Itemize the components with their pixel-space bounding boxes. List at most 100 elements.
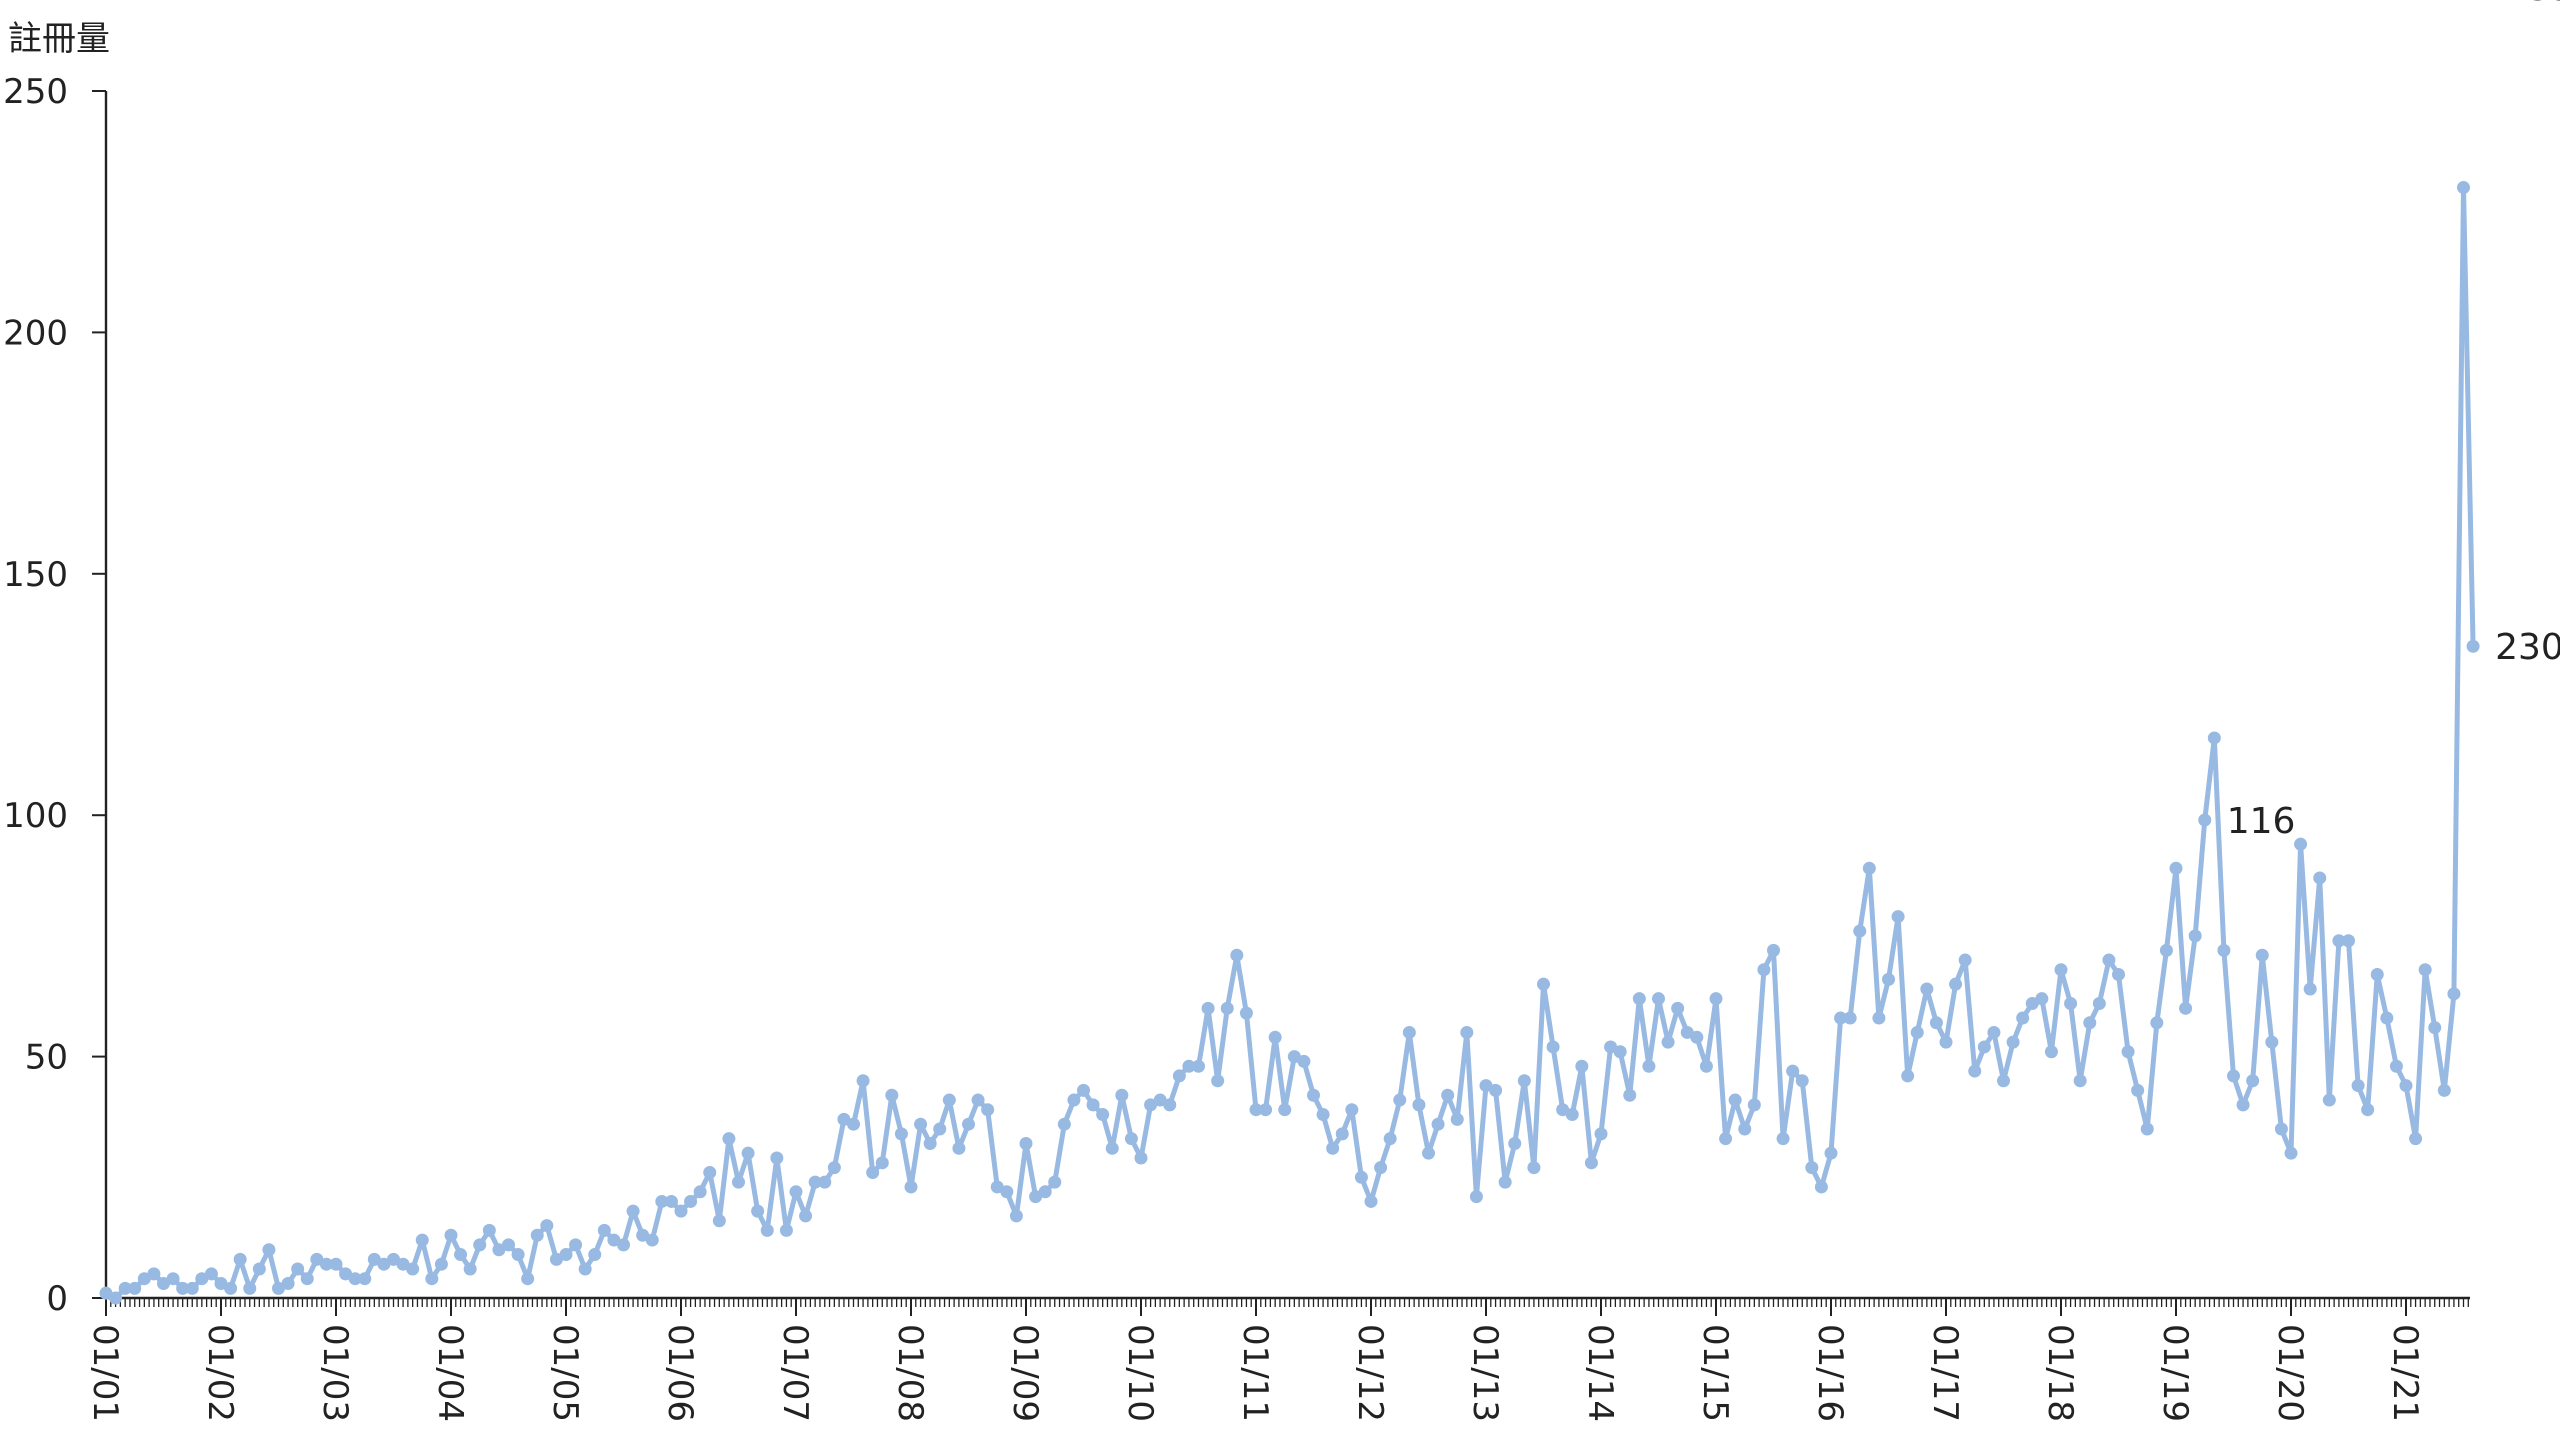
data-point bbox=[2466, 639, 2480, 653]
data-point bbox=[1680, 1025, 1694, 1039]
y-tick-label: 0 bbox=[46, 1279, 68, 1319]
data-point bbox=[1489, 1083, 1503, 1097]
data-point bbox=[281, 1277, 295, 1291]
data-point bbox=[1642, 1059, 1656, 1073]
data-point bbox=[1575, 1059, 1589, 1073]
data-point bbox=[2016, 1011, 2030, 1025]
data-point bbox=[1556, 1103, 1570, 1117]
data-point bbox=[1508, 1137, 1522, 1151]
data-point bbox=[933, 1122, 947, 1136]
data-point bbox=[1604, 1040, 1618, 1054]
data-point bbox=[1220, 1001, 1234, 1015]
data-point bbox=[396, 1257, 410, 1271]
data-point bbox=[252, 1262, 266, 1276]
data-point bbox=[923, 1137, 937, 1151]
data-point bbox=[1527, 1161, 1541, 1175]
data-point bbox=[1374, 1161, 1388, 1175]
data-point bbox=[2083, 1016, 2097, 1030]
data-point bbox=[2179, 1001, 2193, 1015]
data-point bbox=[2112, 968, 2125, 982]
data-point bbox=[1383, 1132, 1397, 1146]
data-point bbox=[1000, 1185, 1014, 1199]
data-point bbox=[1460, 1025, 1474, 1039]
data-point bbox=[1671, 1001, 1685, 1015]
data-point bbox=[1441, 1088, 1455, 1102]
data-point bbox=[1834, 1011, 1848, 1025]
x-tick-label: 01/07 bbox=[775, 1324, 815, 1422]
data-point bbox=[224, 1281, 238, 1295]
data-point bbox=[789, 1185, 803, 1199]
data-point bbox=[473, 1238, 487, 1252]
data-point bbox=[444, 1228, 458, 1242]
data-point bbox=[2044, 1045, 2058, 1059]
data-point bbox=[540, 1219, 554, 1233]
data-point bbox=[2361, 1103, 2375, 1117]
data-point bbox=[636, 1228, 650, 1242]
data-point bbox=[1843, 1011, 1857, 1025]
data-point bbox=[1144, 1098, 1158, 1112]
series-line bbox=[103, 185, 2476, 1301]
data-point bbox=[530, 1228, 544, 1242]
data-point bbox=[2198, 813, 2212, 827]
x-tick-label: 01/06 bbox=[660, 1324, 700, 1422]
data-point bbox=[1479, 1079, 1493, 1093]
x-axis: 01/01 01/02 01/03 01/04 01/05 01/06 01/07 01/08… bbox=[85, 1296, 2470, 1422]
data-point bbox=[1105, 1141, 1119, 1155]
data-point bbox=[597, 1223, 611, 1237]
data-point bbox=[914, 1117, 928, 1131]
data-point bbox=[760, 1223, 774, 1237]
data-point bbox=[2255, 948, 2269, 962]
data-point bbox=[2322, 1093, 2336, 1107]
data-point bbox=[1767, 943, 1780, 957]
x-tick-label: 01/03 bbox=[315, 1324, 355, 1422]
data-point bbox=[1077, 1083, 1090, 1097]
data-point bbox=[2121, 1045, 2135, 1059]
data-point bbox=[128, 1281, 142, 1295]
data-point bbox=[799, 1209, 813, 1223]
data-point bbox=[2274, 1122, 2288, 1136]
series-layer bbox=[99, 181, 2480, 1305]
data-point bbox=[1623, 1088, 1637, 1102]
data-point bbox=[2418, 963, 2432, 977]
data-point bbox=[1939, 1035, 1953, 1049]
data-point bbox=[1172, 1069, 1186, 1083]
data-point bbox=[1134, 1151, 1148, 1165]
data-point bbox=[1594, 1127, 1608, 1141]
data-point bbox=[377, 1257, 391, 1271]
x-tick-label: 01/15 bbox=[1695, 1324, 1735, 1422]
data-point bbox=[1652, 992, 1665, 1006]
data-point bbox=[827, 1161, 841, 1175]
data-point bbox=[415, 1233, 429, 1247]
data-point bbox=[1354, 1170, 1368, 1184]
data-point bbox=[1565, 1108, 1579, 1122]
y-tick-label: 100 bbox=[3, 796, 68, 836]
data-point bbox=[578, 1262, 592, 1276]
x-tick-label: 01/02 bbox=[200, 1324, 240, 1422]
data-point bbox=[1977, 1040, 1991, 1054]
data-point bbox=[1958, 953, 1972, 967]
data-point bbox=[1891, 910, 1905, 924]
data-point bbox=[1268, 1030, 1282, 1044]
data-point bbox=[1805, 1161, 1819, 1175]
data-point bbox=[463, 1262, 477, 1276]
data-point bbox=[2351, 1079, 2365, 1093]
data-point bbox=[2092, 996, 2106, 1010]
data-point bbox=[1517, 1074, 1531, 1088]
data-point bbox=[137, 1272, 151, 1286]
data-point bbox=[569, 1238, 583, 1252]
data-point bbox=[176, 1281, 190, 1295]
data-point bbox=[732, 1175, 745, 1189]
data-point bbox=[482, 1223, 496, 1237]
data-point bbox=[684, 1194, 698, 1208]
data-point bbox=[2207, 731, 2221, 745]
data-point bbox=[2054, 963, 2068, 977]
data-point bbox=[971, 1093, 985, 1107]
data-point bbox=[1862, 861, 1876, 875]
y-tick-label: 250 bbox=[3, 72, 68, 112]
data-point bbox=[588, 1248, 602, 1262]
data-point bbox=[1882, 972, 1895, 986]
data-point bbox=[1115, 1088, 1129, 1102]
data-point bbox=[2236, 1098, 2250, 1112]
data-point bbox=[1163, 1098, 1177, 1112]
data-point bbox=[1949, 977, 1963, 991]
